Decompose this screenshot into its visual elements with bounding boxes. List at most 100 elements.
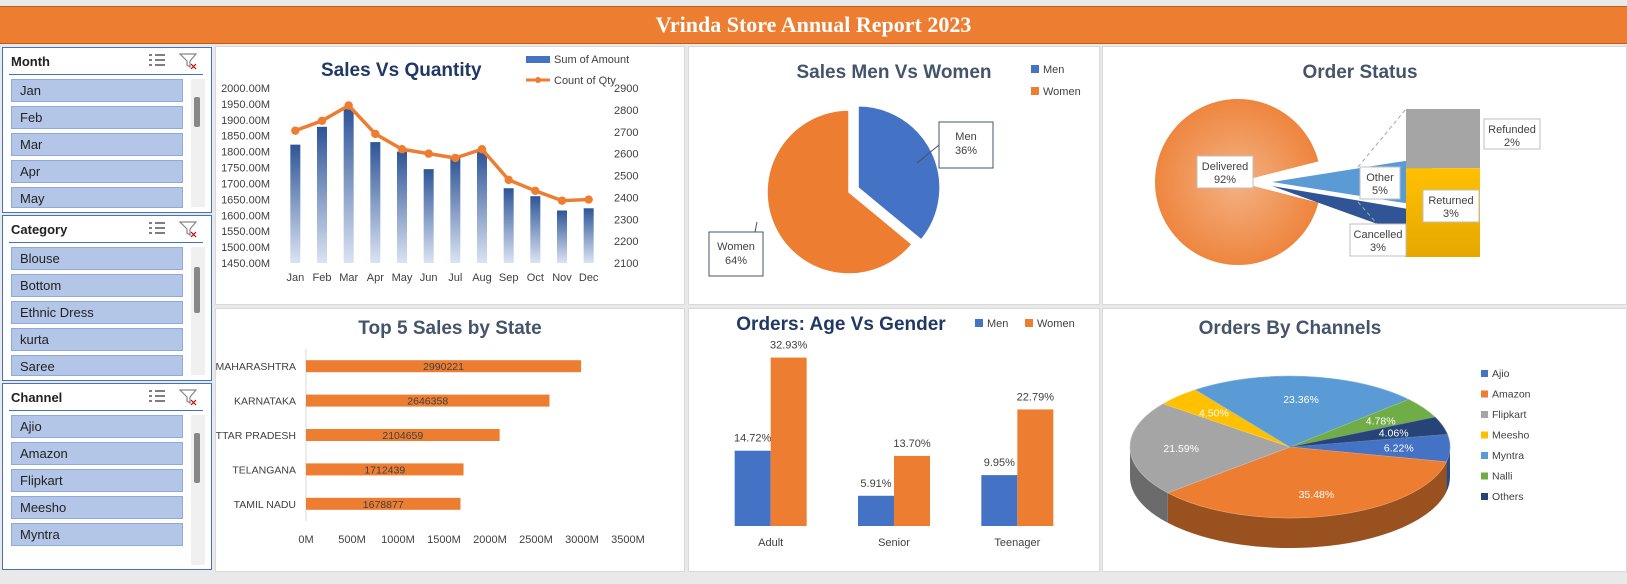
x-tick-label: 3500M: [611, 534, 645, 546]
legend-swatch: [1481, 411, 1488, 418]
data-label: 92%: [1214, 174, 1236, 186]
x-tick-label: Aug: [472, 272, 492, 284]
bar-refunded: [1406, 109, 1480, 169]
orders-by-channels-panel[interactable]: Orders By Channels 6.22% 35.48% 21.59% 4.50…: [1102, 308, 1627, 572]
slicer-item-meesho[interactable]: Meesho: [11, 496, 183, 519]
slicer-item-mar[interactable]: Mar: [11, 133, 183, 156]
clear-filter-icon[interactable]: [179, 220, 199, 238]
legend-label: Women: [1037, 318, 1075, 330]
category-slicer: Category Blouse Bottom Ethnic Dress kurt…: [2, 215, 212, 381]
legend-label: Women: [1043, 86, 1081, 98]
y-tick-label: 1850.00M: [221, 131, 270, 143]
data-label: 14.72%: [734, 433, 772, 445]
legend-label: Men: [987, 318, 1008, 330]
slicer-item-feb[interactable]: Feb: [11, 106, 183, 129]
y-tick-label: 1950.00M: [221, 99, 270, 111]
bar-amount: [317, 126, 327, 264]
legend-label: Myntra: [1492, 450, 1524, 462]
pie-side-ajio: [1446, 447, 1450, 492]
clear-filter-icon[interactable]: [179, 388, 199, 406]
y-tick-label: KARNATAKA: [234, 396, 296, 408]
label-delivered-box: [1196, 155, 1254, 189]
slicer-item-ethnic-dress[interactable]: Ethnic Dress: [11, 301, 183, 324]
slicer-item-amazon[interactable]: Amazon: [11, 442, 183, 465]
data-label: 5%: [1372, 185, 1388, 197]
x-tick-label: Apr: [367, 272, 384, 284]
pie-slice-amazon: [1167, 446, 1447, 519]
label-other-box: [1359, 166, 1401, 200]
y-tick-label: 1700.00M: [221, 178, 270, 190]
point-qty: [451, 153, 460, 163]
y2-tick-label: 2100: [614, 258, 638, 270]
legend-label: Men: [1043, 64, 1064, 76]
legend-swatch: [1481, 472, 1488, 480]
x-tick-label: Mar: [339, 272, 358, 284]
chart-title: Sales Men Vs Women: [797, 62, 992, 83]
bar-amount: [557, 210, 567, 263]
slicer-item-may[interactable]: May: [11, 187, 183, 208]
pie-slice-others: [1289, 416, 1448, 448]
sales-vs-quantity-panel[interactable]: Sales Vs Quantity Sum of Amount Count of…: [215, 46, 685, 305]
y-tick-label: 2000.00M: [221, 83, 270, 95]
point-qty: [424, 149, 433, 158]
sales-men-vs-women-panel[interactable]: Sales Men Vs Women Men Women Men 36% Women…: [688, 46, 1100, 305]
bar-amount: [503, 188, 514, 263]
data-label-box: [938, 121, 994, 169]
bar-state: [306, 360, 582, 373]
bar-men: [858, 495, 894, 526]
bar-men: [734, 450, 771, 526]
multi-select-icon[interactable]: [147, 52, 167, 68]
data-label: 6.22%: [1384, 443, 1414, 455]
multi-select-icon[interactable]: [147, 388, 167, 404]
y-tick-label: 1500.00M: [221, 242, 270, 254]
slicer-item-jan[interactable]: Jan: [11, 79, 183, 102]
y2-tick-label: 2400: [614, 192, 638, 204]
order-status-panel[interactable]: Order Status Delivered 92% Other 5% Cancelle…: [1102, 46, 1627, 305]
y-tick-label: 1750.00M: [221, 163, 270, 175]
chart-title: Order Status: [1302, 62, 1417, 83]
x-tick-label: Jan: [286, 272, 304, 284]
chart-title: Orders: Age Vs Gender: [736, 314, 946, 335]
slicer-scrollbar[interactable]: [191, 247, 205, 375]
x-tick-label: Senior: [878, 537, 910, 549]
slicer-item-apr[interactable]: Apr: [11, 160, 183, 183]
age-gender-panel[interactable]: Orders: Age Vs Gender Men Women 14.72% 32…: [688, 308, 1100, 572]
y2-tick-label: 2200: [614, 236, 638, 248]
x-tick-label: 0M: [298, 534, 313, 546]
data-label: 3%: [1443, 208, 1459, 220]
slicer-item-myntra[interactable]: Myntra: [11, 523, 183, 546]
y-tick-label: 1600.00M: [221, 210, 270, 222]
legend-swatch: [1481, 370, 1488, 377]
bar-amount: [290, 144, 301, 263]
bar-men: [981, 475, 1018, 526]
pie-slice-women: [766, 109, 914, 275]
top-states-panel[interactable]: Top 5 Sales by State 0M 500M 1000M 1500M 200…: [215, 308, 685, 572]
legend-label: Amazon: [1492, 389, 1531, 401]
point-qty: [584, 195, 593, 204]
data-label: 4.78%: [1366, 415, 1396, 427]
slicer-item-blouse[interactable]: Blouse: [11, 247, 183, 270]
x-tick-label: 1000M: [381, 534, 415, 546]
legend-swatch: [1481, 493, 1488, 500]
legend-label: Nalli: [1492, 471, 1512, 483]
legend-swatch-women: [1031, 87, 1039, 95]
clear-filter-icon[interactable]: [179, 52, 199, 70]
slicer-scrollbar[interactable]: [191, 415, 205, 565]
data-label: 35.48%: [1299, 489, 1335, 501]
y-tick-label: 1800.00M: [221, 147, 270, 159]
slicer-item-ajio[interactable]: Ajio: [11, 415, 183, 438]
slicer-scrollbar[interactable]: [191, 79, 205, 207]
y-tick-label: 1550.00M: [221, 226, 270, 238]
leader-line: [916, 144, 940, 164]
multi-select-icon[interactable]: [147, 220, 167, 236]
slicer-item-flipkart[interactable]: Flipkart: [11, 469, 183, 492]
legend-label: Ajio: [1492, 368, 1510, 380]
data-label: 2%: [1504, 137, 1520, 149]
legend-swatch: [1481, 452, 1488, 459]
slicer-item-saree[interactable]: Saree: [11, 355, 183, 376]
slicer-item-kurta[interactable]: kurta: [11, 328, 183, 351]
slicer-item-bottom[interactable]: Bottom: [11, 274, 183, 297]
point-qty: [504, 175, 513, 185]
y2-tick-label: 2900: [614, 83, 638, 95]
data-label: 2104659: [382, 430, 423, 442]
